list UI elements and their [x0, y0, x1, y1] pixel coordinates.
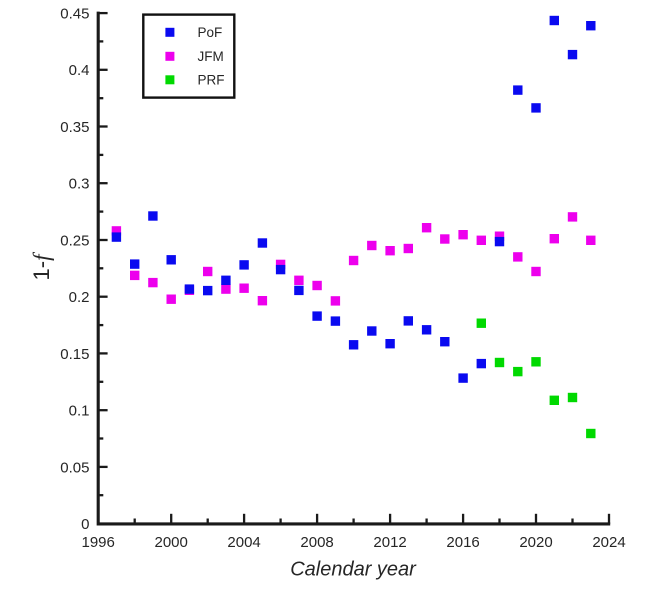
- svg-text:2008: 2008: [300, 534, 333, 551]
- svg-text:2016: 2016: [446, 534, 479, 551]
- svg-text:2020: 2020: [519, 534, 552, 551]
- svg-text:2000: 2000: [155, 534, 188, 551]
- svg-text:Calendar year: Calendar year: [290, 559, 417, 581]
- svg-text:0.1: 0.1: [69, 403, 90, 420]
- svg-text:PoF: PoF: [198, 25, 223, 40]
- svg-text:0.4: 0.4: [69, 62, 90, 79]
- svg-text:JFM: JFM: [198, 49, 224, 64]
- svg-text:1996: 1996: [82, 534, 115, 551]
- svg-text:0.2: 0.2: [69, 289, 90, 306]
- svg-text:0.45: 0.45: [60, 6, 89, 23]
- svg-text:2004: 2004: [227, 534, 260, 551]
- svg-text:2012: 2012: [373, 534, 406, 551]
- svg-text:0.3: 0.3: [69, 176, 90, 193]
- svg-text:0.05: 0.05: [60, 459, 89, 476]
- svg-text:0.35: 0.35: [60, 119, 89, 136]
- svg-text:0.15: 0.15: [60, 346, 89, 363]
- svg-text:0: 0: [81, 516, 89, 533]
- svg-text:0.25: 0.25: [60, 232, 89, 249]
- svg-text:1-f: 1-f: [29, 251, 54, 281]
- svg-text:2024: 2024: [592, 534, 625, 551]
- svg-text:PRF: PRF: [198, 73, 225, 88]
